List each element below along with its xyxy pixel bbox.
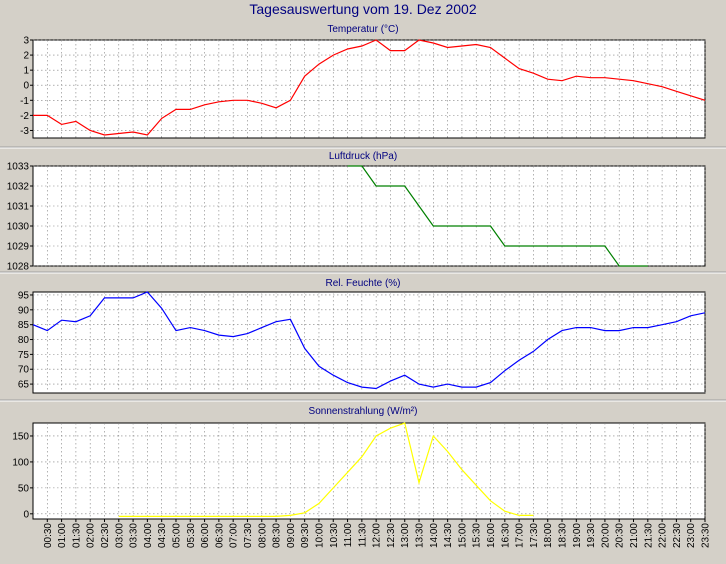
y-tick-label: 85 — [18, 320, 30, 331]
series-line — [33, 291, 705, 390]
x-tick-label: 14:30 — [443, 523, 454, 548]
y-tick-label: 2 — [23, 51, 29, 62]
chart-panel-2: Luftdruck (hPa) 1033 1032 1031 1030 1029 1028 — [7, 151, 706, 273]
x-tick-label: 23:30 — [701, 523, 712, 548]
y-tick-label: 0 — [23, 509, 29, 520]
x-tick-label: 22:30 — [672, 523, 683, 548]
x-tick-label: 18:00 — [543, 523, 554, 548]
y-tick-label: 65 — [18, 380, 30, 391]
x-tick-label: 20:00 — [600, 523, 611, 548]
plot-area — [32, 39, 706, 139]
chart-panel-3: Rel. Feuchte (%) 95 90 85 80 75 70 65 — [18, 278, 706, 394]
x-tick-label: 08:00 — [257, 523, 268, 548]
chart-panel-1: Temperatur (°C) 3 2 1 0 -1 -2 -3 — [20, 24, 706, 139]
plot-area — [32, 422, 706, 520]
x-tick-label: 13:30 — [415, 523, 426, 548]
y-tick-label: -3 — [20, 126, 29, 137]
x-tick-label: 22:00 — [658, 523, 669, 548]
y-tick-label: 0 — [23, 81, 29, 92]
x-tick-label: 17:00 — [515, 523, 526, 548]
x-tick-label: 01:00 — [57, 523, 68, 548]
x-tick-label: 02:00 — [86, 523, 97, 548]
x-tick-label: 17:30 — [529, 523, 540, 548]
y-tick-label: 1 — [23, 66, 29, 77]
y-tick-label: 75 — [18, 350, 30, 361]
x-tick-label: 02:30 — [100, 523, 111, 548]
x-tick-label: 12:00 — [372, 523, 383, 548]
x-tick-label: 03:30 — [129, 523, 140, 548]
plot-area — [32, 165, 706, 267]
y-tick-label: 1028 — [7, 262, 30, 273]
y-tick-label: 50 — [18, 483, 30, 494]
y-tick-label: 95 — [18, 290, 30, 301]
x-tick-label: 23:00 — [686, 523, 697, 548]
x-tick-label: 09:00 — [286, 523, 297, 548]
x-tick-label: 21:00 — [629, 523, 640, 548]
y-tick-label: 1029 — [7, 242, 30, 253]
y-tick-label: -2 — [20, 111, 29, 122]
x-tick-label: 07:30 — [243, 523, 254, 548]
x-tick-label: 01:30 — [71, 523, 82, 548]
series-line — [347, 165, 648, 267]
y-tick-label: 80 — [18, 335, 30, 346]
y-tick-label: 100 — [12, 457, 29, 468]
y-tick-label: 150 — [12, 431, 29, 442]
x-tick-label: 10:30 — [329, 523, 340, 548]
x-tick-label: 05:00 — [171, 523, 182, 548]
x-tick-label: 15:30 — [472, 523, 483, 548]
series-line — [33, 39, 705, 136]
x-axis: 00:30 01:00 01:30 02:00 02:30 03:00 03:30 04:00… — [43, 519, 712, 548]
y-tick-label: 70 — [18, 365, 30, 376]
x-tick-label: 08:30 — [272, 523, 283, 548]
x-tick-label: 20:30 — [615, 523, 626, 548]
y-tick-label: 1031 — [7, 202, 30, 213]
x-tick-label: 19:00 — [572, 523, 583, 548]
x-tick-label: 16:00 — [486, 523, 497, 548]
series-line — [118, 422, 534, 518]
x-tick-label: 06:00 — [200, 523, 211, 548]
x-tick-label: 05:30 — [186, 523, 197, 548]
y-tick-label: 1030 — [7, 222, 30, 233]
y-tick-label: 3 — [23, 36, 29, 47]
plot-area — [32, 291, 706, 394]
x-tick-label: 12:30 — [386, 523, 397, 548]
x-tick-label: 11:30 — [357, 523, 368, 548]
x-tick-label: 10:00 — [314, 523, 325, 548]
x-tick-label: 07:00 — [229, 523, 240, 548]
x-tick-label: 16:30 — [500, 523, 511, 548]
chart-title: Sonnenstrahlung (W/m²) — [309, 406, 418, 417]
y-tick-label: 90 — [18, 305, 30, 316]
x-tick-label: 00:30 — [43, 523, 54, 548]
page-title: Tagesauswertung vom 19. Dez 2002 — [249, 1, 477, 17]
x-tick-label: 09:30 — [300, 523, 311, 548]
x-tick-label: 11:00 — [343, 523, 354, 548]
y-tick-label: 1032 — [7, 182, 30, 193]
x-tick-label: 21:30 — [643, 523, 654, 548]
x-tick-label: 04:00 — [143, 523, 154, 548]
chart-title: Luftdruck (hPa) — [329, 151, 397, 162]
x-tick-label: 04:30 — [157, 523, 168, 548]
x-tick-label: 19:30 — [586, 523, 597, 548]
chart-panel-4: Sonnenstrahlung (W/m²) 150 100 50 0 — [12, 406, 706, 520]
x-tick-label: 06:30 — [214, 523, 225, 548]
y-tick-label: 1033 — [7, 162, 30, 173]
y-tick-label: -1 — [20, 96, 29, 107]
x-tick-label: 15:00 — [457, 523, 468, 548]
x-tick-label: 13:00 — [400, 523, 411, 548]
chart-title: Temperatur (°C) — [327, 24, 398, 35]
x-tick-label: 14:00 — [429, 523, 440, 548]
x-tick-label: 18:30 — [558, 523, 569, 548]
x-tick-label: 03:00 — [114, 523, 125, 548]
chart-title: Rel. Feuchte (%) — [325, 278, 400, 289]
